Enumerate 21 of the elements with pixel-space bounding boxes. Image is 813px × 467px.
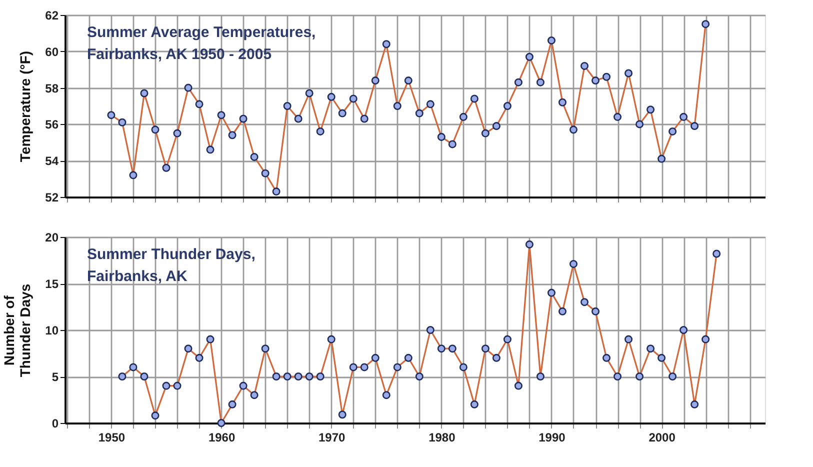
text: Summer Thunder Days, Fairbanks, AK: [87, 246, 256, 285]
y-tick-label: 15: [45, 277, 59, 291]
y-tick-label: 52: [45, 190, 59, 204]
y-axis-title: Number of Thunder Days: [1, 284, 34, 378]
y-tick-label: 62: [45, 8, 59, 22]
y-tick-label: 56: [45, 118, 59, 132]
y-tick-label: 0: [52, 416, 59, 430]
x-tick-label: 1960: [208, 430, 236, 444]
x-tick-label: 1950: [98, 430, 126, 444]
y-axis-title: Temperature (°F): [17, 50, 34, 162]
y-tick-label: 20: [45, 230, 59, 244]
text: Summer Average Temperatures, Fairbanks, AK 1950 - 2005: [87, 24, 316, 63]
x-tick-label: 1990: [538, 430, 566, 444]
y-tick-label: 58: [45, 81, 59, 96]
x-tick-label: 1970: [318, 430, 346, 444]
y-tick-label: 10: [45, 324, 59, 338]
y-tick-label: 5: [52, 370, 59, 384]
x-tick-label: 2000: [648, 430, 676, 444]
x-tick-label: 1980: [428, 430, 456, 444]
y-tick-label: 54: [45, 154, 59, 168]
y-tick-label: 60: [45, 44, 59, 59]
